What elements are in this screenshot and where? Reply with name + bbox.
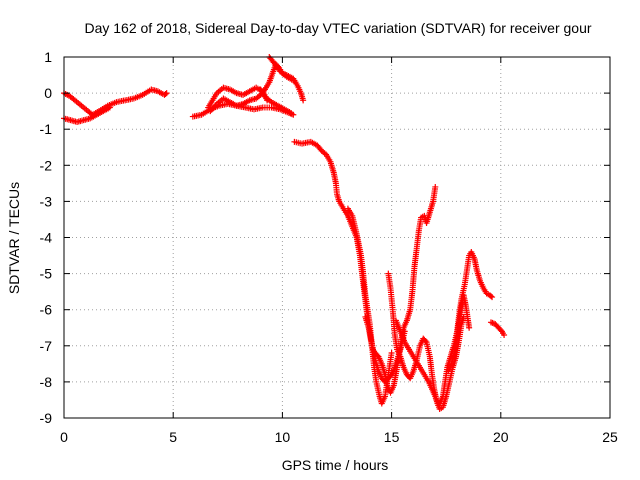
data-point — [106, 104, 113, 111]
y-tick-label: -7 — [40, 338, 53, 354]
axis-ticks — [63, 56, 611, 419]
x-tick-label: 5 — [169, 429, 177, 445]
data-point — [290, 77, 297, 84]
y-tick-label: -2 — [40, 157, 53, 173]
x-tick-label: 15 — [384, 429, 400, 445]
x-tick-label: 25 — [602, 429, 618, 445]
y-tick-label: -1 — [40, 121, 53, 137]
x-tick-label: 10 — [275, 429, 291, 445]
y-tick-label: 1 — [44, 49, 52, 65]
data-point — [489, 294, 496, 301]
data-point — [422, 337, 429, 344]
data-point — [432, 183, 439, 190]
data-point — [501, 331, 508, 338]
data-point — [300, 97, 307, 104]
data-point — [387, 372, 394, 379]
y-tick-label: -6 — [40, 302, 53, 318]
data-point — [374, 352, 381, 359]
y-tick-label: 0 — [44, 85, 52, 101]
chart-title: Day 162 of 2018, Sidereal Day-to-day VTE… — [84, 20, 591, 36]
data-point — [497, 327, 504, 334]
data-points — [61, 54, 508, 412]
data-point — [388, 350, 395, 357]
y-axis-label: SDTVAR / TECUs — [6, 182, 22, 294]
data-point — [487, 293, 494, 300]
y-tick-label: -8 — [40, 374, 53, 390]
data-point — [162, 91, 169, 98]
y-tick-label: -3 — [40, 193, 53, 209]
y-tick-labels: -9 -8 -7 -6 -5 -4 -3 -2 -1 0 1 — [40, 49, 53, 426]
x-tick-label: 0 — [60, 429, 68, 445]
y-tick-label: -4 — [40, 230, 53, 246]
data-point — [163, 90, 170, 97]
x-tick-label: 20 — [493, 429, 509, 445]
y-tick-label: -9 — [40, 410, 53, 426]
x-axis-label: GPS time / hours — [282, 457, 389, 473]
x-tick-labels: 0 5 10 15 20 25 — [60, 429, 618, 445]
y-tick-label: -5 — [40, 266, 53, 282]
data-point — [466, 324, 473, 331]
data-point — [288, 109, 295, 116]
